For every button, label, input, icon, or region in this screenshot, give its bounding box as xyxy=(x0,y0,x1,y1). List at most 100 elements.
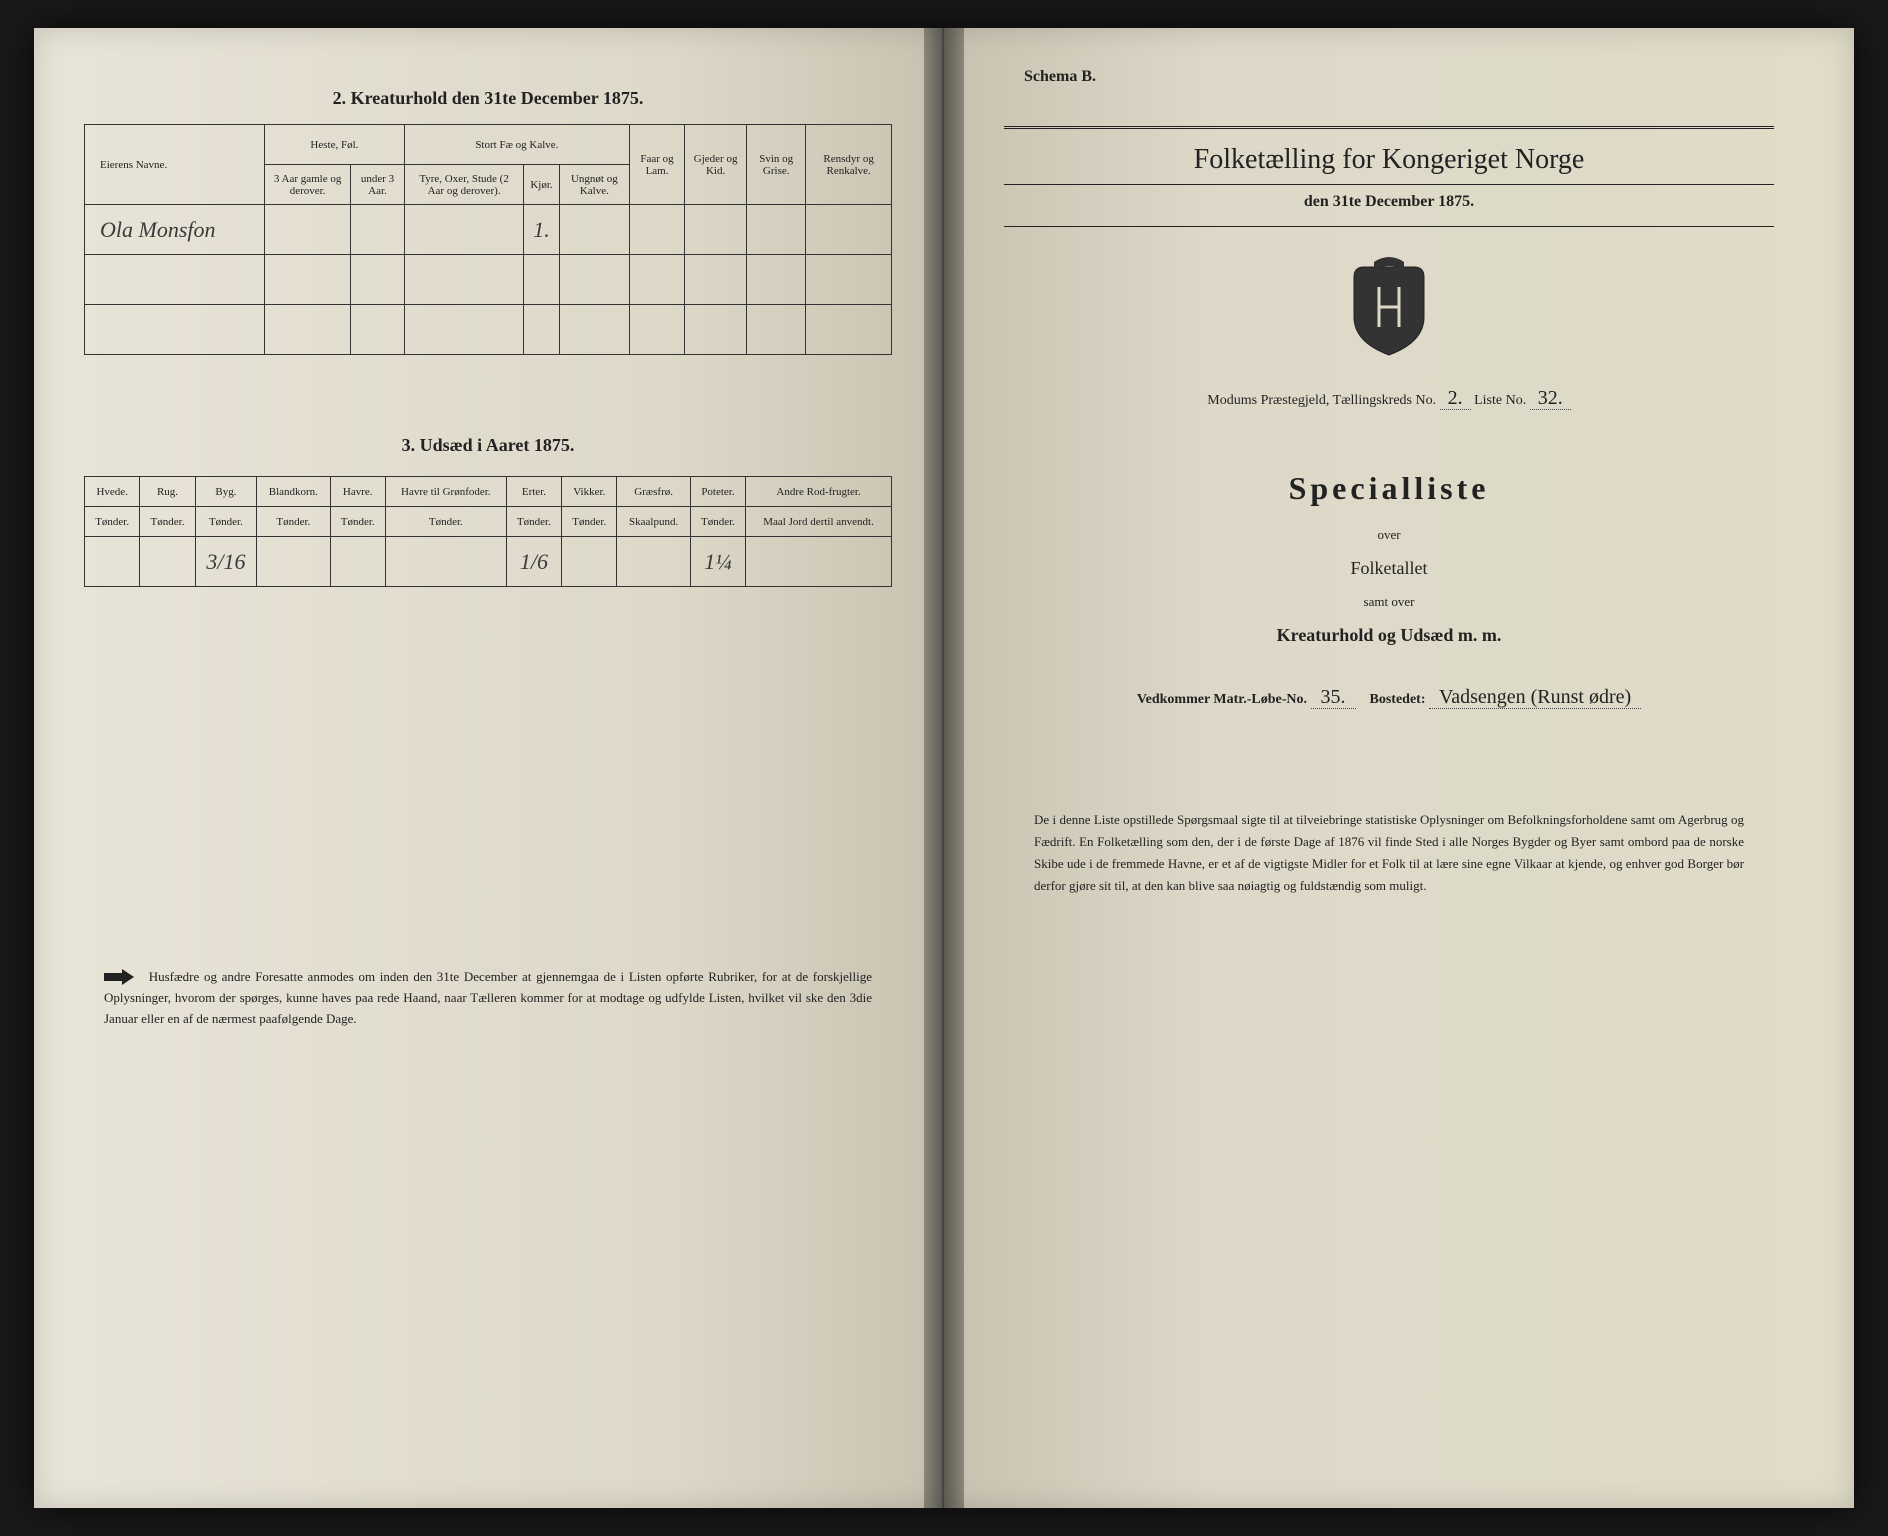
table-row: Ola Monsfon 1. xyxy=(85,205,892,255)
cell xyxy=(85,537,140,587)
col: Hvede. xyxy=(85,477,140,507)
table-row: 3/16 1/6 1¼ xyxy=(85,537,892,587)
unit: Skaalpund. xyxy=(617,507,690,537)
schema-label: Schema B. xyxy=(1024,68,1774,86)
footnote-text: Husfædre og andre Foresatte anmodes om i… xyxy=(104,969,872,1026)
kreaturhold-table: Eierens Navne. Heste, Føl. Stort Fæ og K… xyxy=(84,124,892,355)
left-page: 2. Kreaturhold den 31te December 1875. E… xyxy=(34,28,944,1508)
units-row: Tønder. Tønder. Tønder. Tønder. Tønder. … xyxy=(85,507,892,537)
unit: Tønder. xyxy=(140,507,195,537)
cell xyxy=(685,205,747,255)
right-paragraph: De i denne Liste opstillede Spørgsmaal s… xyxy=(1004,809,1774,897)
col-storfae1: Tyre, Oxer, Stude (2 Aar og derover). xyxy=(404,165,524,205)
unit: Tønder. xyxy=(385,507,506,537)
vedkommer-line: Vedkommer Matr.-Løbe-No. 35. Bostedet: V… xyxy=(1004,686,1774,709)
cell xyxy=(524,255,559,305)
left-footnote: Husfædre og andre Foresatte anmodes om i… xyxy=(84,967,892,1029)
cell xyxy=(685,305,747,355)
cell xyxy=(330,537,385,587)
cell xyxy=(562,537,617,587)
cell: 1¼ xyxy=(690,537,745,587)
cell xyxy=(385,537,506,587)
unit: Tønder. xyxy=(690,507,745,537)
cell-eier: Ola Monsfon xyxy=(85,205,265,255)
col: Vikker. xyxy=(562,477,617,507)
col-faar: Faar og Lam. xyxy=(629,125,684,205)
col: Poteter. xyxy=(690,477,745,507)
cell xyxy=(404,255,524,305)
cell: 3/16 xyxy=(195,537,256,587)
vedkommer-label2: Bostedet: xyxy=(1370,692,1426,707)
cell xyxy=(265,205,351,255)
unit: Tønder. xyxy=(506,507,561,537)
cell xyxy=(747,305,806,355)
cell xyxy=(747,255,806,305)
cell xyxy=(559,205,629,255)
col: Erter. xyxy=(506,477,561,507)
cell xyxy=(747,205,806,255)
unit: Tønder. xyxy=(85,507,140,537)
unit: Tønder. xyxy=(257,507,330,537)
fill-kreds: 2. xyxy=(1440,387,1471,410)
cell xyxy=(629,255,684,305)
specialliste-title: Specialliste xyxy=(1004,470,1774,507)
cell xyxy=(559,305,629,355)
table-row xyxy=(85,305,892,355)
cell xyxy=(257,537,330,587)
cell xyxy=(746,537,892,587)
cell xyxy=(85,305,265,355)
cell xyxy=(629,205,684,255)
cell xyxy=(85,255,265,305)
cell xyxy=(806,305,892,355)
cell xyxy=(351,205,405,255)
col: Havre til Grønfoder. xyxy=(385,477,506,507)
col-rensdyr: Rensdyr og Renkalve. xyxy=(806,125,892,205)
cell xyxy=(559,255,629,305)
cell: 1/6 xyxy=(506,537,561,587)
bosted: Vadsengen (Runst ødre) xyxy=(1429,686,1641,709)
col-heste1: 3 Aar gamle og derover. xyxy=(265,165,351,205)
cell xyxy=(351,255,405,305)
udsaed-table: Hvede. Rug. Byg. Blandkorn. Havre. Havre… xyxy=(84,476,892,587)
cell xyxy=(629,305,684,355)
col: Havre. xyxy=(330,477,385,507)
fill-mid: Liste No. xyxy=(1474,393,1526,408)
col-storfae3: Ungnøt og Kalve. xyxy=(559,165,629,205)
col-eier: Eierens Navne. xyxy=(85,125,265,205)
col-storfae: Stort Fæ og Kalve. xyxy=(404,125,629,165)
cell xyxy=(404,305,524,355)
right-page: Schema B. Folketælling for Kongeriget No… xyxy=(944,28,1854,1508)
cell xyxy=(617,537,690,587)
cell xyxy=(265,255,351,305)
fill-liste: 32. xyxy=(1530,387,1571,410)
cell xyxy=(404,205,524,255)
cell xyxy=(351,305,405,355)
cell-kjor: 1. xyxy=(524,205,559,255)
coat-of-arms-icon xyxy=(1344,257,1434,357)
samt-label: samt over xyxy=(1004,594,1774,610)
cell xyxy=(265,305,351,355)
col: Byg. xyxy=(195,477,256,507)
pointing-hand-icon xyxy=(104,967,134,987)
cell xyxy=(806,255,892,305)
col-svin: Svin og Grise. xyxy=(747,125,806,205)
col: Andre Rod-frugter. xyxy=(746,477,892,507)
over-label: over xyxy=(1004,527,1774,543)
fill-prefix: Modums Præstegjeld, Tællingskreds No. xyxy=(1207,393,1436,408)
cell xyxy=(685,255,747,305)
census-book-spread: 2. Kreaturhold den 31te December 1875. E… xyxy=(34,28,1854,1508)
folketallet-label: Folketallet xyxy=(1004,558,1774,579)
col-gjeder: Gjeder og Kid. xyxy=(685,125,747,205)
col-heste: Heste, Føl. xyxy=(265,125,405,165)
unit: Maal Jord dertil anvendt. xyxy=(746,507,892,537)
table-row xyxy=(85,255,892,305)
main-title: Folketælling for Kongeriget Norge xyxy=(1004,126,1774,185)
subtitle-date: den 31te December 1875. xyxy=(1004,193,1774,227)
header-row: Hvede. Rug. Byg. Blandkorn. Havre. Havre… xyxy=(85,477,892,507)
unit: Tønder. xyxy=(195,507,256,537)
col-storfae2: Kjør. xyxy=(524,165,559,205)
col: Rug. xyxy=(140,477,195,507)
matrno: 35. xyxy=(1311,686,1356,709)
col: Græsfrø. xyxy=(617,477,690,507)
vedkommer-label1: Vedkommer Matr.-Løbe-No. xyxy=(1137,692,1307,707)
